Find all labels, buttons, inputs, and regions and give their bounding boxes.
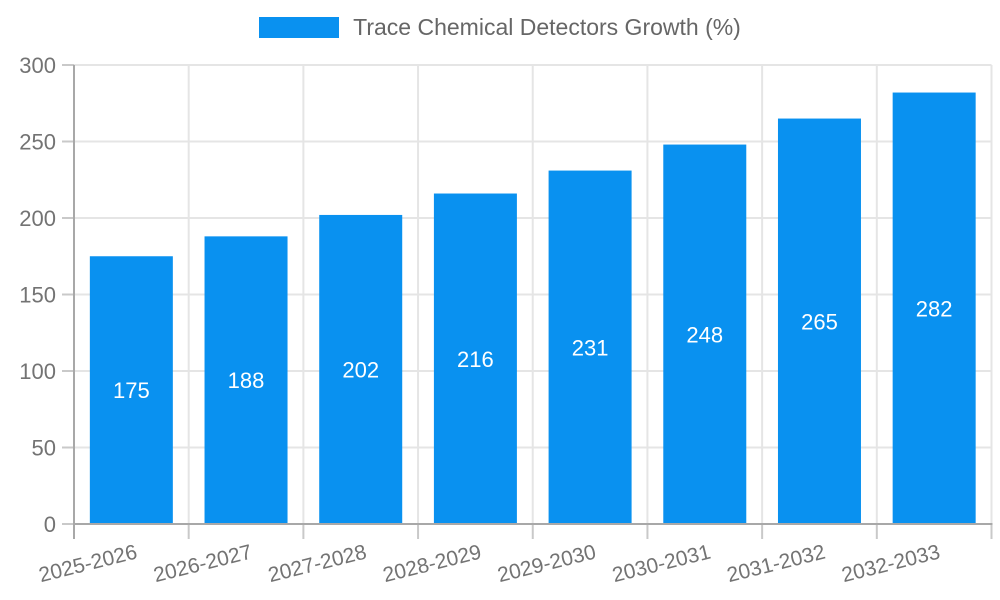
bar-value-label: 175 <box>113 378 150 403</box>
y-axis-tick-label: 300 <box>19 53 56 78</box>
y-axis-tick-label: 50 <box>32 436 56 461</box>
bar <box>663 144 747 524</box>
x-axis-tick-label: 2025-2026 <box>37 541 140 588</box>
bar-value-label: 231 <box>572 335 609 360</box>
bar <box>777 118 861 525</box>
bar <box>548 170 632 524</box>
bar-value-label: 265 <box>801 309 838 334</box>
x-axis-tick-label: 2032-2033 <box>839 541 942 588</box>
bar <box>433 193 517 524</box>
bar-value-label: 202 <box>342 357 379 382</box>
y-axis-tick-label: 100 <box>19 359 56 384</box>
x-axis-tick-label: 2027-2028 <box>266 541 369 588</box>
bar <box>89 256 173 524</box>
chart-legend: Trace Chemical Detectors Growth (%) <box>0 14 1000 41</box>
bar <box>204 236 288 525</box>
x-axis-tick-label: 2031-2032 <box>725 541 828 588</box>
x-axis-tick-label: 2028-2029 <box>381 541 484 588</box>
y-axis-tick-label: 200 <box>19 206 56 231</box>
x-axis-tick-label: 2030-2031 <box>610 541 713 588</box>
bar <box>892 92 976 524</box>
x-axis-tick-label: 2026-2027 <box>151 541 254 588</box>
y-axis-tick-label: 250 <box>19 130 56 155</box>
y-axis-tick-label: 150 <box>19 283 56 308</box>
bar-value-label: 188 <box>228 368 265 393</box>
legend-item[interactable]: Trace Chemical Detectors Growth (%) <box>259 14 741 41</box>
legend-swatch-icon <box>259 17 340 38</box>
bar <box>319 214 403 524</box>
bar-value-label: 282 <box>916 296 953 321</box>
bar-value-label: 248 <box>686 322 723 347</box>
y-axis-tick-label: 0 <box>44 512 56 537</box>
legend-label: Trace Chemical Detectors Growth (%) <box>353 14 741 40</box>
bar-value-label: 216 <box>457 347 494 372</box>
x-axis-tick-label: 2029-2030 <box>495 541 598 588</box>
